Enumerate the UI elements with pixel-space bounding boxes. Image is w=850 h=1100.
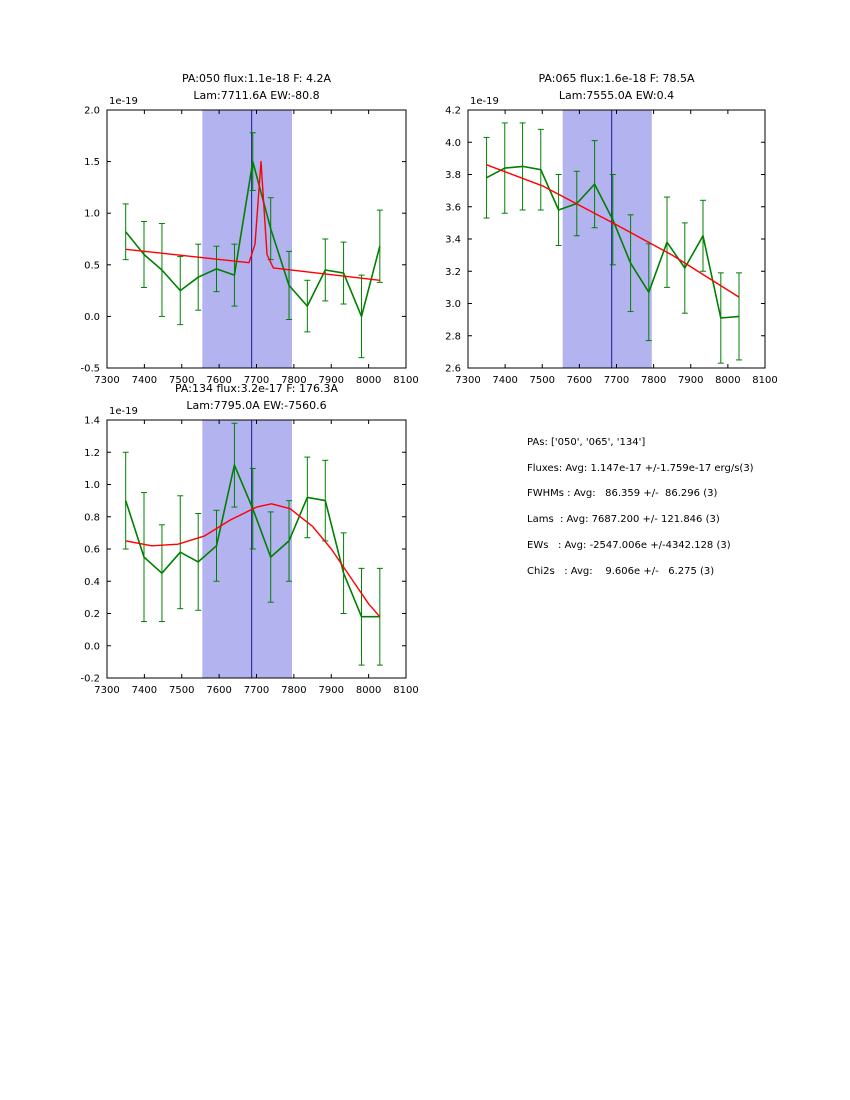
y-tick-label: 0.5 xyxy=(84,260,100,271)
x-tick-label: 8100 xyxy=(393,375,418,386)
stats-pas: PAs: ['050', '065', '134'] xyxy=(527,437,646,448)
chart-title: PA:050 flux:1.1e-18 F: 4.2A xyxy=(182,72,331,85)
y-axis-offset-label: 1e-19 xyxy=(109,406,138,417)
selection-band xyxy=(202,110,293,368)
chart-canvas: 7300 7400 7500 7600 7700 7800 7900 8000 8100 2.6 2… xyxy=(445,72,778,386)
chart-subtitle: Lam:7711.6A EW:-80.8 xyxy=(193,89,319,102)
y-tick-label: 1.4 xyxy=(84,416,100,427)
chart-canvas: 7300 7400 7500 7600 7700 7800 7900 8000 8100 -0.5… xyxy=(80,72,418,386)
x-tick-label: 7900 xyxy=(319,685,344,696)
y-tick-label: 2.8 xyxy=(445,331,461,342)
selection-band xyxy=(202,420,293,678)
chart-title: PA:134 flux:3.2e-17 F: 176.3A xyxy=(175,382,338,395)
spectrum-line xyxy=(486,165,740,319)
x-tick-label: 7500 xyxy=(169,685,194,696)
chart-subtitle: Lam:7795.0A EW:-7560.6 xyxy=(186,399,326,412)
y-tick-label: 1.0 xyxy=(84,480,100,491)
y-tick-label: 0.4 xyxy=(84,577,100,588)
y-tick-label: 3.2 xyxy=(445,267,461,278)
x-tick-label: 7900 xyxy=(319,375,344,386)
spectrum-plot-pa065: 7300 7400 7500 7600 7700 7800 7900 8000 8100 2.6 2… xyxy=(401,64,781,394)
stats-ews: EWs : Avg: -2547.006e +/-4342.128 (3) xyxy=(527,539,731,551)
y-tick-label: 1.5 xyxy=(84,157,100,168)
y-tick-label: 3.4 xyxy=(445,235,461,246)
y-tick-label: 4.2 xyxy=(445,106,461,117)
x-tick-label: 7600 xyxy=(206,685,231,696)
x-tick-label: 7700 xyxy=(244,685,269,696)
x-tick-label: 7300 xyxy=(94,375,119,386)
y-tick-label: 2.6 xyxy=(445,364,461,375)
y-tick-label: 0.2 xyxy=(84,609,100,620)
y-tick-label: 2.0 xyxy=(84,106,100,117)
spectrum-line xyxy=(125,160,381,318)
y-axis-offset-label: 1e-19 xyxy=(470,96,499,107)
y-tick-label: 3.8 xyxy=(445,170,461,181)
x-tick-label: 8000 xyxy=(715,375,740,386)
stats-fluxes: Fluxes: Avg: 1.147e-17 +/-1.759e-17 erg/… xyxy=(527,462,754,474)
fit-line xyxy=(125,160,380,281)
x-tick-label: 8100 xyxy=(393,685,418,696)
stats-lams: Lams : Avg: 7687.200 +/- 121.846 (3) xyxy=(527,514,720,526)
y-tick-label: 0.0 xyxy=(84,312,100,323)
y-tick-label: 4.0 xyxy=(445,138,461,149)
x-tick-label: 8000 xyxy=(356,375,381,386)
y-tick-label: 1.2 xyxy=(84,448,100,459)
stats-fwhms: FWHMs : Avg: 86.359 +/- 86.296 (3) xyxy=(527,488,718,500)
x-tick-label: 7800 xyxy=(641,375,666,386)
x-tick-label: 8100 xyxy=(752,375,777,386)
x-tick-label: 7800 xyxy=(281,375,306,386)
x-tick-label: 7600 xyxy=(206,375,231,386)
chart-subtitle: Lam:7555.0A EW:0.4 xyxy=(559,89,674,102)
fit-line xyxy=(486,164,740,298)
x-tick-label: 7600 xyxy=(567,375,592,386)
y-tick-label: 0.0 xyxy=(84,641,100,652)
y-tick-label: 0.8 xyxy=(84,512,100,523)
fit-line xyxy=(125,503,381,618)
stats-panel: PAs: ['050', '065', '134'] Fluxes: Avg: … xyxy=(527,430,754,584)
x-tick-label: 7700 xyxy=(604,375,629,386)
y-tick-label: -0.5 xyxy=(80,364,100,375)
y-tick-label: -0.2 xyxy=(80,674,100,685)
x-tick-label: 7300 xyxy=(455,375,480,386)
y-axis-offset-label: 1e-19 xyxy=(109,96,138,107)
x-tick-label: 7400 xyxy=(132,375,157,386)
x-tick-label: 7800 xyxy=(281,685,306,696)
x-tick-label: 7900 xyxy=(678,375,703,386)
x-tick-label: 7500 xyxy=(169,375,194,386)
selection-band xyxy=(562,110,652,368)
x-tick-label: 7300 xyxy=(94,685,119,696)
x-tick-label: 8000 xyxy=(356,685,381,696)
chart-title: PA:065 flux:1.6e-18 F: 78.5A xyxy=(539,72,695,85)
y-tick-label: 0.6 xyxy=(84,545,100,556)
x-tick-label: 7500 xyxy=(530,375,555,386)
chart-canvas: 7300 7400 7500 7600 7700 7800 7900 8000 8100 -0.2… xyxy=(80,382,418,696)
x-tick-label: 7700 xyxy=(244,375,269,386)
y-tick-label: 3.6 xyxy=(445,202,461,213)
y-tick-label: 3.0 xyxy=(445,299,461,310)
x-tick-label: 7400 xyxy=(492,375,517,386)
y-tick-label: 1.0 xyxy=(84,209,100,220)
x-tick-label: 7400 xyxy=(132,685,157,696)
spectrum-plot-pa134: 7300 7400 7500 7600 7700 7800 7900 8000 8100 -0.2… xyxy=(40,374,420,704)
stats-chi2s: Chi2s : Avg: 9.606e +/- 6.275 (3) xyxy=(527,565,715,577)
spectrum-plot-pa050: 7300 7400 7500 7600 7700 7800 7900 8000 8100 -0.5… xyxy=(40,64,420,394)
